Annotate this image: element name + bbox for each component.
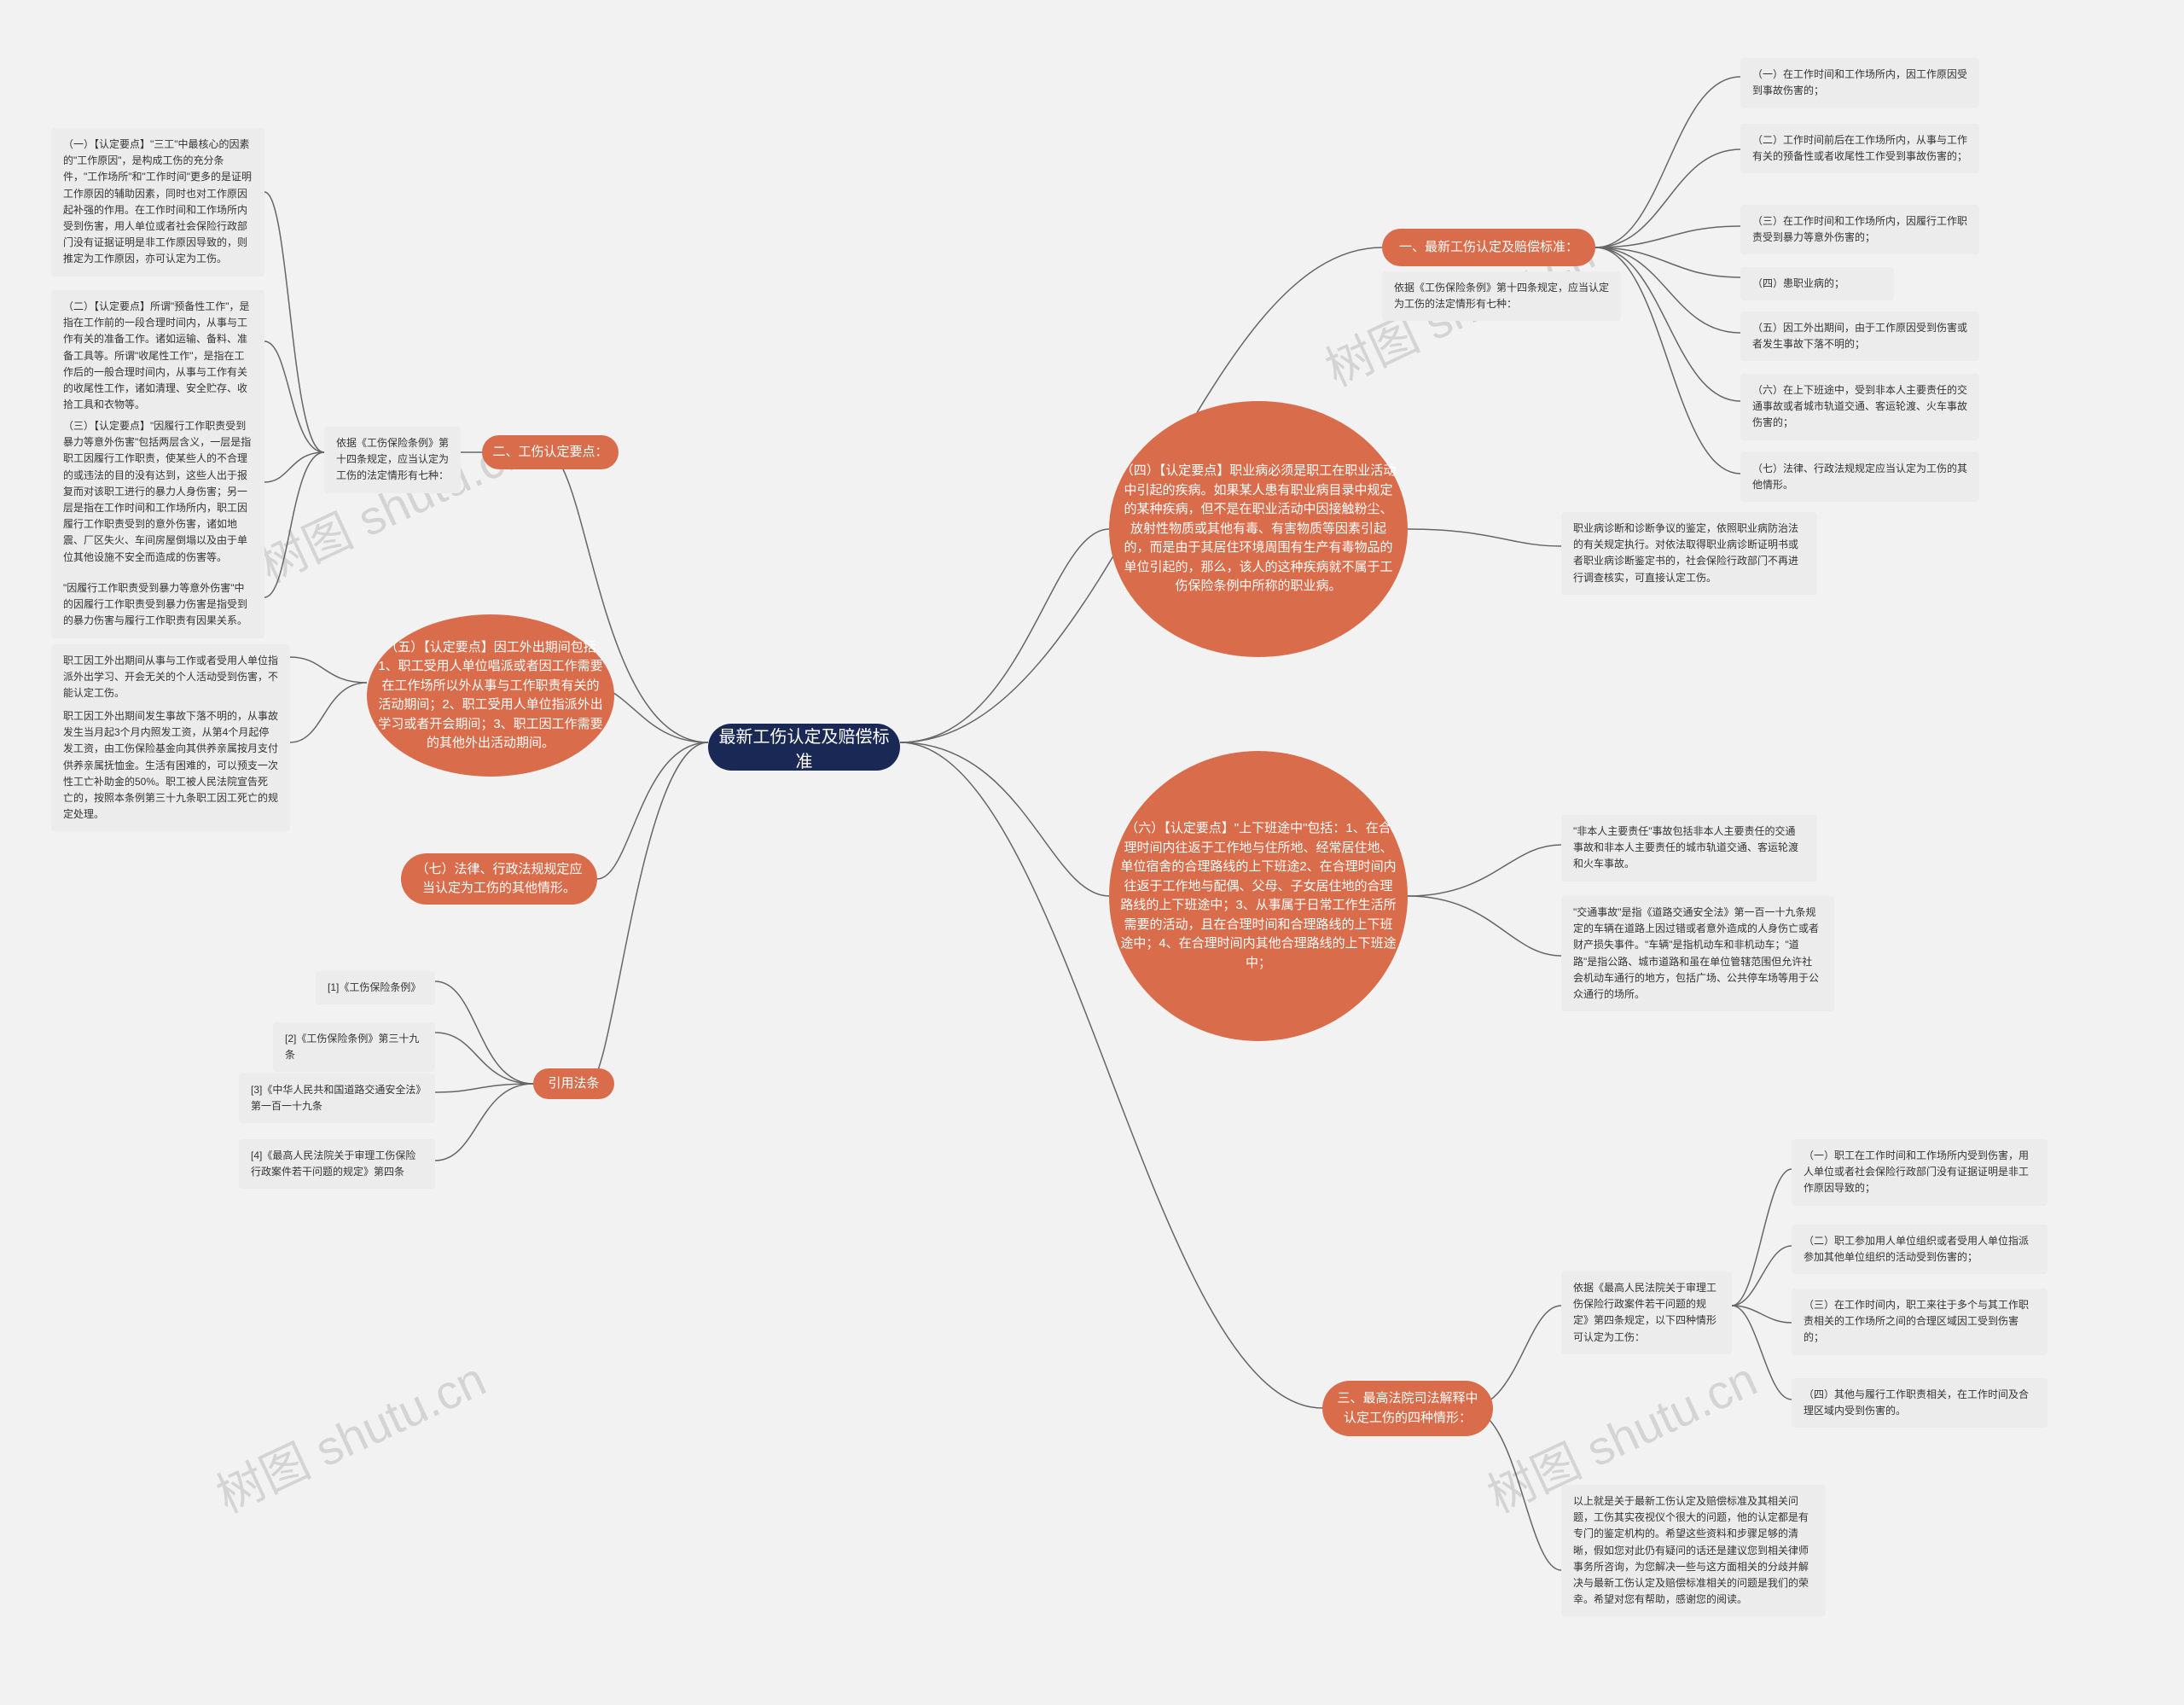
- leaf-5-2: 职工因工外出期间发生事故下落不明的，从事故发生当月起3个月内照发工资，从第4个月…: [51, 700, 290, 831]
- leaf-ref-1: [1]《工伤保险条例》: [316, 971, 435, 1004]
- leaf-1-6: （六）在上下班途中，受到非本人主要责任的交通事故或者城市轨道交通、客运轮渡、火车…: [1740, 374, 1979, 440]
- leaf-3-2: （二）职工参加用人单位组织或者受用人单位指派参加其他单位组织的活动受到伤害的；: [1792, 1225, 2048, 1274]
- branch-6-label: （六）【认定要点】"上下班途中"包括：1、在合理时间内往返于工作地与住所地、经常…: [1119, 819, 1397, 973]
- root-label: 最新工伤认定及赔偿标准: [718, 723, 890, 772]
- branch-1-label: 一、最新工伤认定及赔偿标准：: [1399, 238, 1578, 258]
- branch-2: 二、工伤认定要点：: [482, 435, 619, 469]
- leaf-3-sub: 依据《最高人民法院关于审理工伤保险行政案件若干问题的规定》第四条规定，以下四种情…: [1561, 1271, 1732, 1354]
- branch-4: （四）【认定要点】职业病必须是职工在职业活动中引起的疾病。如果某人患有职业病目录…: [1109, 401, 1408, 657]
- leaf-1-7: （七）法律、行政法规规定应当认定为工伤的其他情形。: [1740, 452, 1979, 502]
- watermark: 树图 shutu.cn: [204, 1341, 496, 1527]
- leaf-1-3: （三）在工作时间和工作场所内，因履行工作职责受到暴力等意外伤害的；: [1740, 205, 1979, 254]
- branch-3: 三、最高法院司法解释中认定工伤的四种情形：: [1322, 1381, 1493, 1436]
- leaf-3-1: （一）职工在工作时间和工作场所内受到伤害，用人单位或者社会保险行政部门没有证据证…: [1792, 1139, 2048, 1206]
- branch-7: （七）法律、行政法规规定应当认定为工伤的其他情形。: [401, 853, 597, 905]
- branch-ref: 引用法条: [533, 1068, 614, 1099]
- leaf-1-4: （四）患职业病的；: [1740, 267, 1894, 300]
- branch-3-label: 三、最高法院司法解释中认定工伤的四种情形：: [1333, 1389, 1483, 1428]
- leaf-6-1: "非本人主要责任"事故包括非本人主要责任的交通事故和非本人主要责任的城市轨道交通…: [1561, 815, 1817, 882]
- branch-4-label: （四）【认定要点】职业病必须是职工在职业活动中引起的疾病。如果某人患有职业病目录…: [1119, 462, 1397, 596]
- leaf-1-1: （一）在工作时间和工作场所内，因工作原因受到事故伤害的；: [1740, 58, 1979, 108]
- leaf-ref-3: [3]《中华人民共和国道路交通安全法》第一百一十九条: [239, 1074, 435, 1123]
- leaf-2-2: （二）【认定要点】所谓"预备性工作"，是指在工作前的一段合理时间内，从事与工作有…: [51, 290, 264, 422]
- leaf-3-end: 以上就是关于最新工伤认定及赔偿标准及其相关问题，工伤其实夜视仪个很大的问题，他的…: [1561, 1485, 1826, 1616]
- branch-ref-label: 引用法条: [548, 1074, 599, 1094]
- branch-1-sublabel: 依据《工伤保险条例》第十四条规定，应当认定为工伤的法定情形有七种：: [1382, 271, 1621, 321]
- branch-1: 一、最新工伤认定及赔偿标准：: [1382, 229, 1595, 266]
- leaf-ref-2: [2]《工伤保险条例》第三十九条: [273, 1022, 435, 1072]
- branch-7-label: （七）法律、行政法规规定应当认定为工伤的其他情形。: [411, 860, 587, 899]
- branch-6: （六）【认定要点】"上下班途中"包括：1、在合理时间内往返于工作地与住所地、经常…: [1109, 751, 1408, 1041]
- branch-5-label: （五）【认定要点】因工外出期间包括1、职工受用人单位唱派或者因工作需要在工作场所…: [377, 638, 604, 754]
- leaf-4-1: 职业病诊断和诊断争议的鉴定，依照职业病防治法的有关规定执行。对依法取得职业病诊断…: [1561, 512, 1817, 595]
- branch-5: （五）【认定要点】因工外出期间包括1、职工受用人单位唱派或者因工作需要在工作场所…: [367, 614, 614, 777]
- leaf-6-2: "交通事故"是指《道路交通安全法》第一百一十九条规定的车辆在道路上因过错或者意外…: [1561, 896, 1834, 1011]
- leaf-ref-4: [4]《最高人民法院关于审理工伤保险行政案件若干问题的规定》第四条: [239, 1139, 435, 1189]
- leaf-1-2: （二）工作时间前后在工作场所内，从事与工作有关的预备性或者收尾性工作受到事故伤害…: [1740, 124, 1979, 173]
- edge-layer: [0, 0, 2184, 1705]
- branch-2-label: 二、工伤认定要点：: [492, 443, 607, 463]
- root-node: 最新工伤认定及赔偿标准: [708, 724, 900, 771]
- leaf-3-3: （三）在工作时间内，职工来往于多个与其工作职责相关的工作场所之间的合理区域因工受…: [1792, 1289, 2048, 1355]
- leaf-1-5: （五）因工外出期间，由于工作原因受到伤害或者发生事故下落不明的；: [1740, 311, 1979, 361]
- leaf-2-4: "因履行工作职责受到暴力等意外伤害"中的因履行工作职责受到暴力伤害是指受到的暴力…: [51, 572, 264, 638]
- branch-2-sublabel: 依据《工伤保险条例》第十四条规定，应当认定为工伤的法定情形有七种：: [324, 427, 461, 493]
- leaf-3-4: （四）其他与履行工作职责相关，在工作时间及合理区域内受到伤害的。: [1792, 1378, 2048, 1428]
- leaf-2-3: （三）【认定要点】"因履行工作职责受到暴力等意外伤害"包括两层含义，一层是指职工…: [51, 410, 264, 574]
- leaf-2-1: （一）【认定要点】"三工"中最核心的因素的"工作原因"，是构成工伤的充分条件，"…: [51, 128, 264, 276]
